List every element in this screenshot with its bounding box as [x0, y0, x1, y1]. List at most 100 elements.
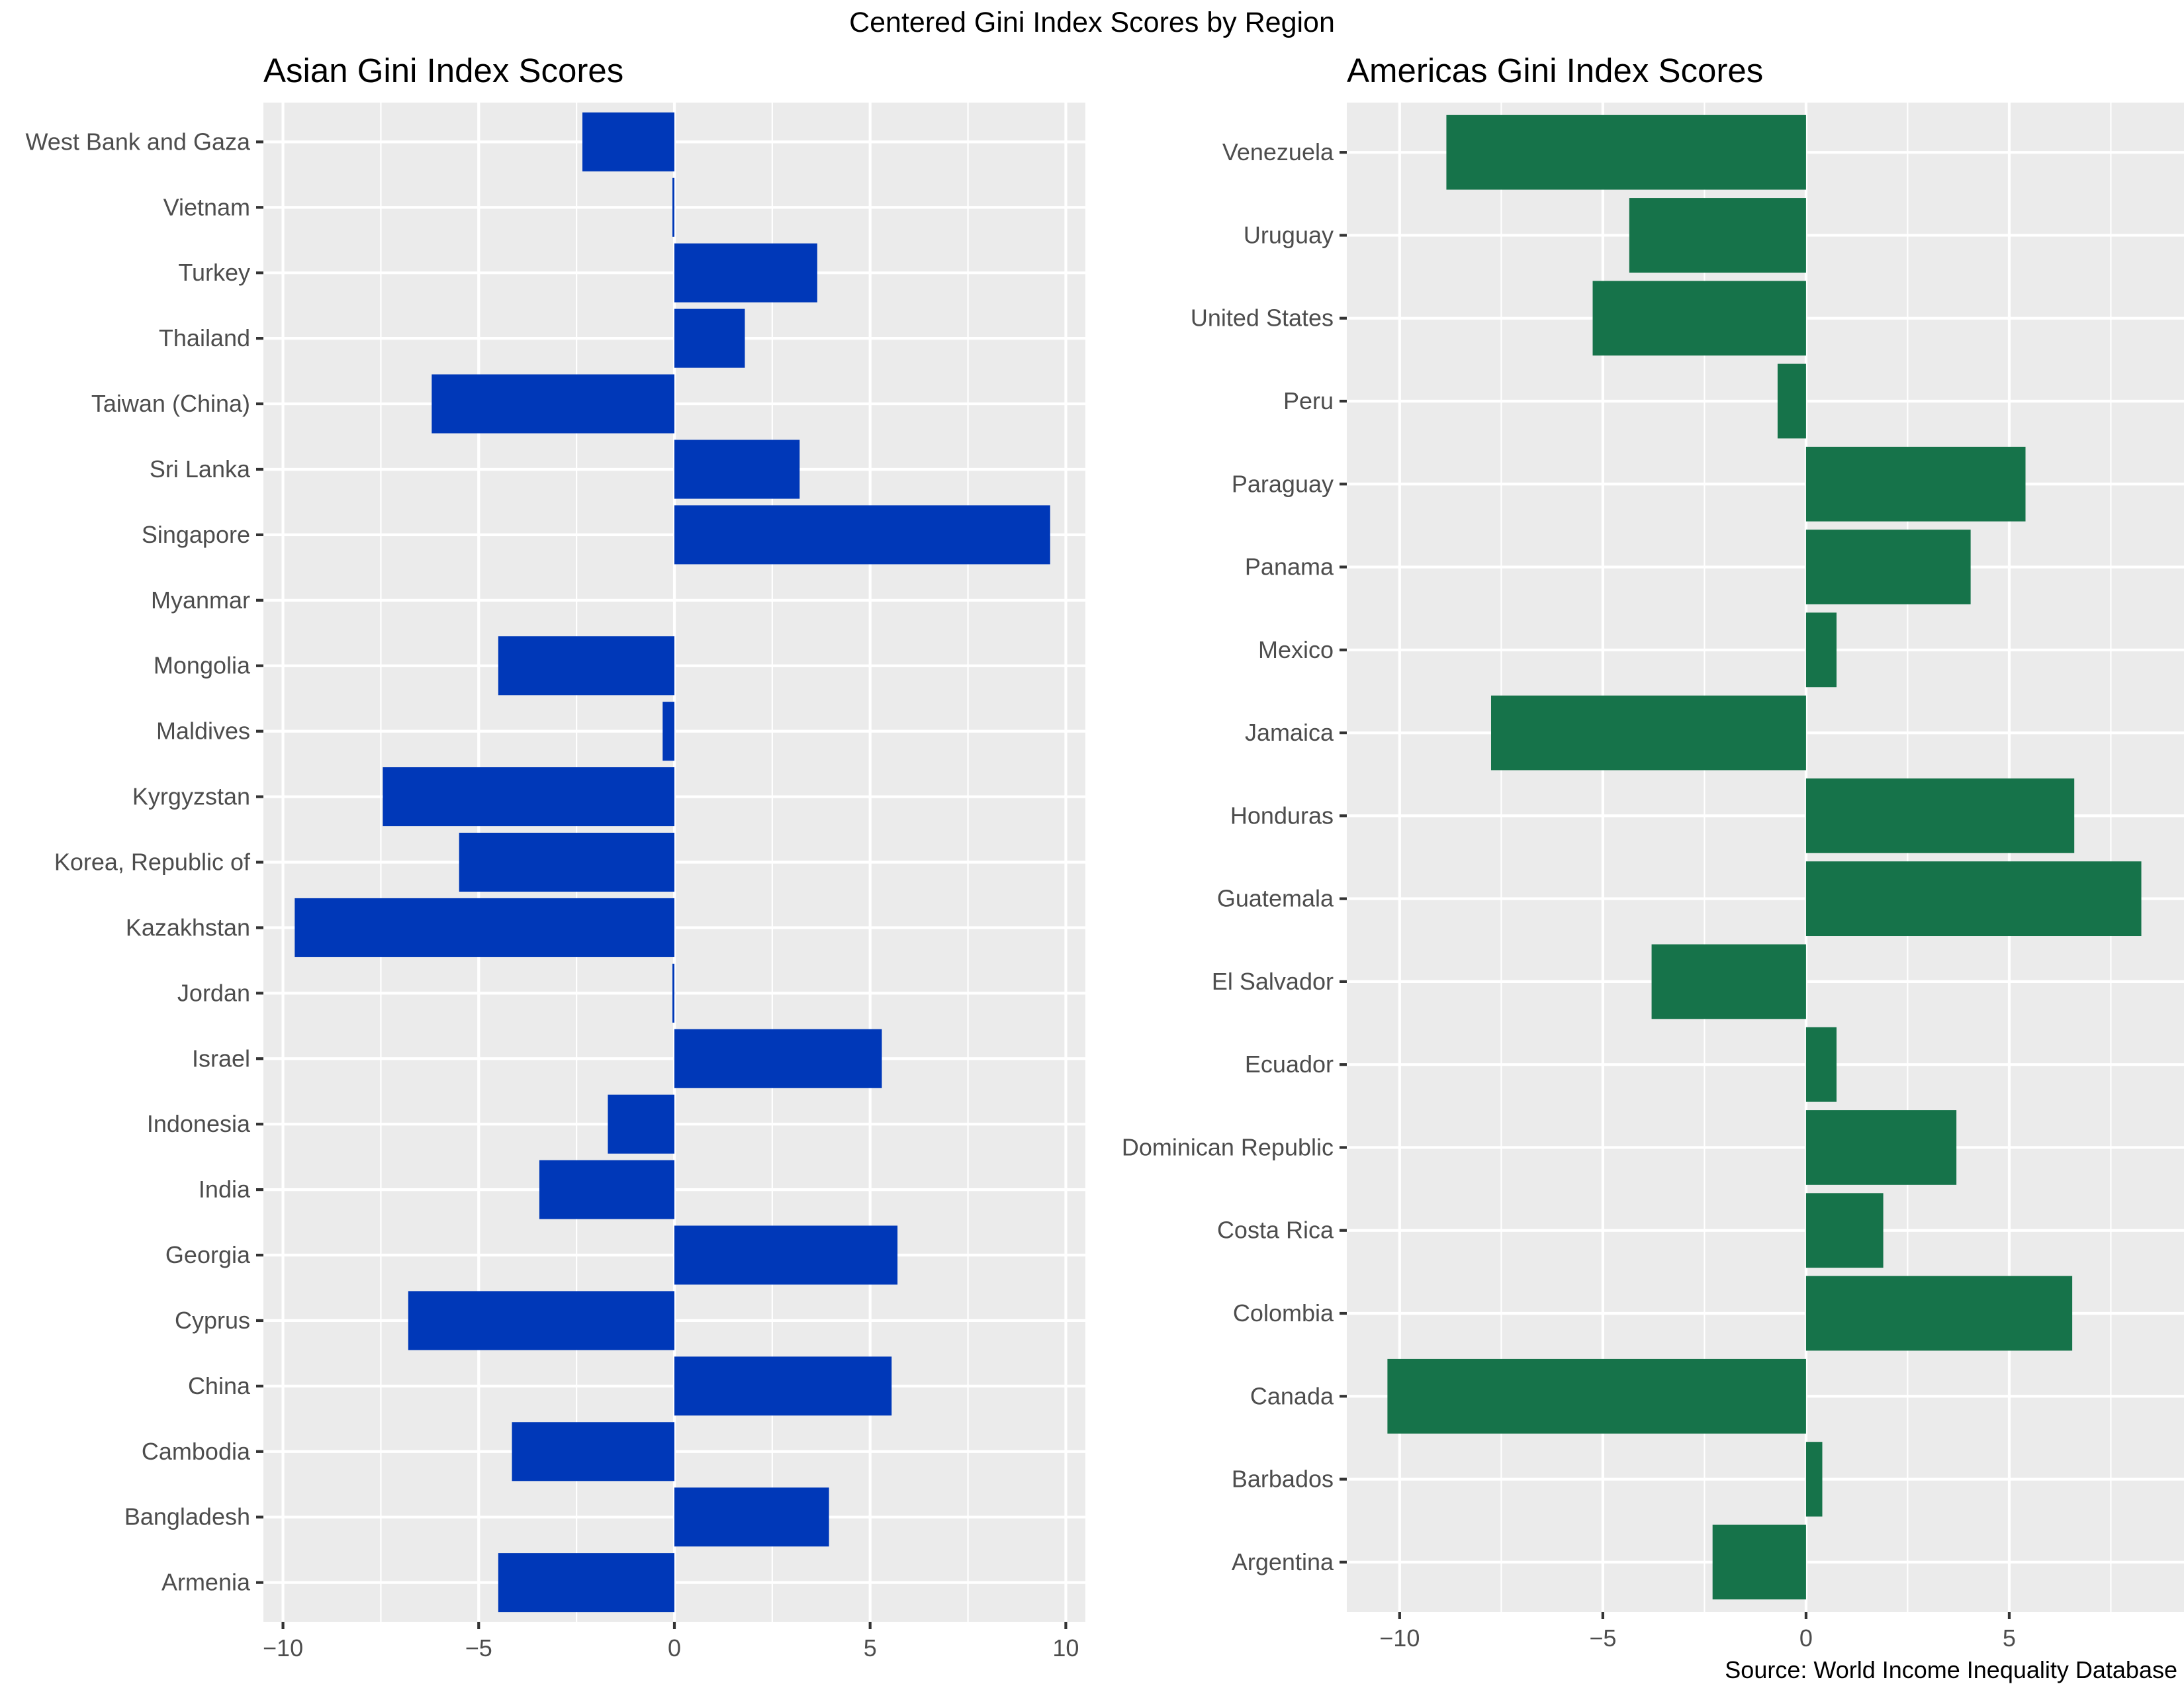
asia-x-tick-label: 10 — [1052, 1634, 1079, 1662]
y-tick-label-singapore: Singapore — [142, 521, 250, 548]
y-tick-label-mexico: Mexico — [1258, 636, 1334, 663]
y-tick-label-guatemala: Guatemala — [1217, 885, 1334, 912]
bar-korea-republic-of — [459, 832, 674, 892]
bar-dominican-republic — [1805, 1110, 1957, 1185]
asia-panel: Armenia Bangladesh Cambodia China Cyprus Geor… — [25, 52, 1085, 1662]
y-tick-label-israel: Israel — [192, 1045, 250, 1072]
y-tick-label-armenia: Armenia — [161, 1569, 251, 1596]
figure-title: Centered Gini Index Scores by Region — [849, 7, 1335, 38]
y-tick-label-sri-lanka: Sri Lanka — [150, 455, 251, 483]
bar-argentina — [1712, 1524, 1806, 1600]
asia-x-axis: −10 −5 0 5 10 — [263, 1622, 1079, 1662]
asia-x-tick-label: −5 — [465, 1634, 492, 1662]
y-tick-label-el-salvador: El Salvador — [1212, 968, 1334, 995]
bar-kazakhstan — [295, 898, 674, 957]
y-tick-label-kazakhstan: Kazakhstan — [126, 914, 250, 941]
americas-x-tick-label: −5 — [1589, 1624, 1616, 1652]
bar-barbados — [1805, 1442, 1823, 1517]
y-tick-label-barbados: Barbados — [1232, 1466, 1334, 1493]
y-tick-label-jordan: Jordan — [177, 979, 250, 1006]
bar-kyrgyzstan — [383, 767, 674, 827]
y-tick-label-mongolia: Mongolia — [154, 652, 251, 679]
y-tick-label-west-bank-and-gaza: West Bank and Gaza — [25, 128, 251, 155]
bar-canada — [1387, 1358, 1806, 1434]
asia-y-axis: Armenia Bangladesh Cambodia China Cyprus Geor… — [25, 128, 263, 1596]
bar-singapore — [674, 505, 1050, 565]
bar-venezuela — [1446, 115, 1806, 190]
bar-peru — [1777, 363, 1806, 439]
y-tick-label-uruguay: Uruguay — [1244, 221, 1334, 248]
bar-colombia — [1805, 1276, 2073, 1351]
bar-vietnam — [672, 177, 674, 237]
asia-x-tick-label: 0 — [668, 1634, 681, 1662]
americas-x-axis: −10 −5 0 5 — [1379, 1612, 2016, 1652]
bar-honduras — [1805, 778, 2075, 853]
y-tick-label-paraguay: Paraguay — [1232, 470, 1334, 497]
bar-jamaica — [1490, 695, 1806, 771]
y-tick-label-taiwan-china: Taiwan (China) — [91, 390, 250, 417]
y-tick-label-korea-republic-of: Korea, Republic of — [54, 849, 251, 876]
bar-el-salvador — [1651, 944, 1806, 1019]
asia-panel-title: Asian Gini Index Scores — [263, 52, 623, 89]
bar-cyprus — [408, 1291, 674, 1350]
bar-mongolia — [498, 636, 674, 696]
bar-armenia — [498, 1553, 674, 1613]
y-tick-label-panama: Panama — [1245, 553, 1334, 581]
bar-paraguay — [1805, 446, 2026, 522]
figure-caption: Source: World Income Inequality Database — [1725, 1656, 2177, 1683]
y-tick-label-cambodia: Cambodia — [142, 1438, 251, 1465]
y-tick-label-georgia: Georgia — [165, 1241, 251, 1268]
americas-x-tick-label: −10 — [1379, 1624, 1420, 1652]
asia-bars — [295, 112, 1050, 1613]
y-tick-label-ecuador: Ecuador — [1245, 1051, 1334, 1078]
americas-y-axis: Argentina Barbados Canada Colombia Costa Ric… — [1122, 138, 1347, 1575]
bar-bangladesh — [674, 1487, 829, 1547]
asia-x-tick-label: −10 — [263, 1634, 303, 1662]
y-tick-label-indonesia: Indonesia — [147, 1110, 251, 1137]
bar-turkey — [674, 243, 817, 303]
bar-israel — [674, 1029, 882, 1088]
bar-taiwan-china — [432, 374, 674, 434]
y-tick-label-colombia: Colombia — [1233, 1299, 1334, 1327]
bar-united-states — [1592, 281, 1806, 356]
bar-thailand — [674, 308, 745, 368]
bar-cambodia — [512, 1422, 674, 1481]
bar-costa-rica — [1805, 1193, 1884, 1268]
y-tick-label-costa-rica: Costa Rica — [1217, 1217, 1334, 1244]
y-tick-label-thailand: Thailand — [159, 324, 250, 352]
y-tick-label-turkey: Turkey — [178, 259, 250, 286]
y-tick-label-india: India — [199, 1176, 251, 1203]
y-tick-label-vietnam: Vietnam — [163, 193, 250, 220]
y-tick-label-bangladesh: Bangladesh — [124, 1503, 250, 1530]
americas-x-tick-label: 5 — [2003, 1624, 2016, 1652]
bar-guatemala — [1805, 861, 2142, 937]
y-tick-label-peru: Peru — [1283, 387, 1334, 414]
bar-jordan — [672, 963, 674, 1023]
bar-west-bank-and-gaza — [582, 112, 674, 171]
bar-indonesia — [608, 1094, 674, 1154]
y-tick-label-myanmar: Myanmar — [151, 586, 250, 614]
y-tick-label-china: China — [188, 1372, 251, 1399]
bar-georgia — [674, 1225, 898, 1285]
bar-ecuador — [1805, 1027, 1837, 1102]
americas-x-tick-label: 0 — [1799, 1624, 1813, 1652]
bar-panama — [1805, 530, 1971, 604]
bar-maldives — [662, 702, 674, 761]
bar-sri-lanka — [674, 440, 800, 499]
bar-china — [674, 1356, 892, 1416]
bar-uruguay — [1629, 198, 1806, 273]
americas-bars — [1387, 115, 2142, 1600]
y-tick-label-united-states: United States — [1191, 305, 1334, 332]
bar-india — [539, 1160, 674, 1219]
y-tick-label-jamaica: Jamaica — [1245, 719, 1334, 746]
y-tick-label-maldives: Maldives — [156, 718, 250, 745]
bar-mexico — [1805, 612, 1837, 688]
y-tick-label-cyprus: Cyprus — [175, 1307, 250, 1334]
y-tick-label-dominican-republic: Dominican Republic — [1122, 1133, 1334, 1160]
americas-panel: Argentina Barbados Canada Colombia Costa Ric… — [1122, 52, 2184, 1652]
asia-x-tick-label: 5 — [864, 1634, 877, 1662]
y-tick-label-argentina: Argentina — [1232, 1548, 1334, 1575]
y-tick-label-canada: Canada — [1250, 1382, 1334, 1409]
y-tick-label-honduras: Honduras — [1230, 802, 1334, 829]
